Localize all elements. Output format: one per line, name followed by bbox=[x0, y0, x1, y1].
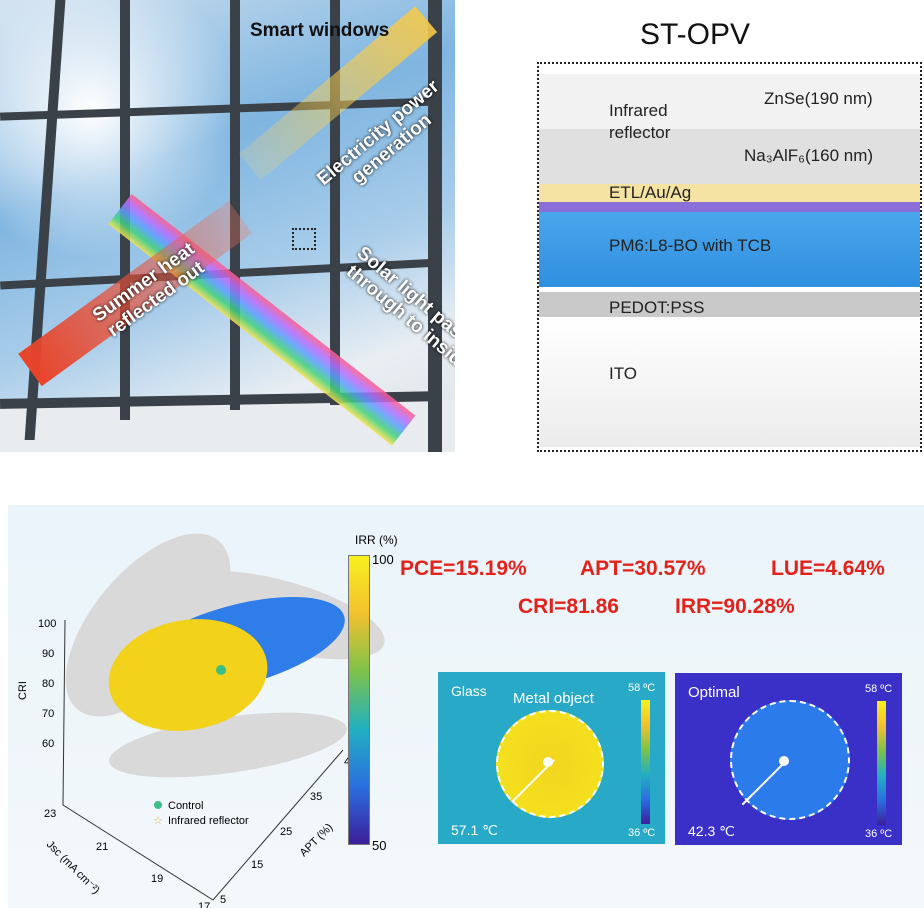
z-axis-label: CRI bbox=[17, 681, 29, 700]
pareto-3d-plot: 100 90 80 70 60 CRI 23 21 19 17 Jsc (mA … bbox=[17, 533, 385, 908]
control-marker bbox=[216, 665, 226, 675]
x-tick: 17 bbox=[198, 901, 210, 908]
thermal-title: Glass bbox=[451, 683, 487, 699]
thermal-image-optimal: Optimal 42.3 ℃ 58 ºC 36 ºC bbox=[675, 673, 902, 845]
x-tick: 19 bbox=[151, 873, 163, 885]
temperature-colorbar bbox=[877, 701, 886, 825]
scale-max: 58 ºC bbox=[628, 682, 656, 694]
layer-label: PEDOT:PSS bbox=[609, 298, 705, 317]
smart-window-photo: Smart windows Electricity power generati… bbox=[0, 0, 455, 452]
y-tick: 15 bbox=[251, 859, 263, 871]
legend-star-icon: ☆ bbox=[153, 815, 163, 827]
layer-label: ZnSe(190 nm) bbox=[764, 89, 873, 108]
stack-title: ST-OPV bbox=[640, 18, 751, 51]
plot-axes bbox=[62, 619, 344, 901]
layer-label: ETL/Au/Ag bbox=[609, 183, 692, 202]
layer-na3alf6 bbox=[539, 129, 920, 184]
legend-infrared: Infrared reflector bbox=[168, 815, 249, 827]
z-tick: 90 bbox=[42, 648, 54, 660]
z-tick: 70 bbox=[42, 708, 54, 720]
z-tick: 100 bbox=[38, 618, 56, 630]
metal-object bbox=[730, 700, 850, 820]
y-tick: 25 bbox=[280, 826, 292, 838]
scale-max: 58 ºC bbox=[865, 683, 893, 695]
layer-label: PM6:L8-BO with TCB bbox=[609, 236, 772, 255]
metric-cri: CRI=81.86 bbox=[518, 595, 619, 618]
irr-colorbar bbox=[348, 555, 370, 845]
legend-control-icon bbox=[154, 801, 162, 809]
y-tick: 35 bbox=[310, 791, 322, 803]
metric-pce: PCE=15.19% bbox=[400, 557, 527, 580]
layer-interface bbox=[539, 202, 920, 212]
metric-lue: LUE=4.64% bbox=[771, 557, 885, 580]
layer-active bbox=[539, 212, 920, 287]
temperature-readout: 57.1 ℃ bbox=[451, 822, 498, 838]
legend-control: Control bbox=[168, 800, 203, 812]
metric-apt: APT=30.57% bbox=[580, 557, 706, 580]
colorbar-label: IRR (%) bbox=[355, 533, 398, 547]
colorbar-min: 50 bbox=[372, 838, 387, 853]
results-panel: 100 90 80 70 60 CRI 23 21 19 17 Jsc (mA … bbox=[8, 505, 924, 908]
y-axis-label: APT (%) bbox=[298, 821, 336, 859]
thermal-image-glass: Glass Metal object 57.1 ℃ 58 ºC 36 ºC bbox=[438, 672, 665, 844]
zoom-box bbox=[292, 228, 316, 250]
window-frame bbox=[428, 0, 442, 452]
group-label: Infrared reflector bbox=[609, 101, 671, 142]
thermal-title: Optimal bbox=[688, 684, 740, 701]
layer-label: Na₃AlF₆(160 nm) bbox=[744, 146, 874, 165]
photo-title: Smart windows bbox=[250, 20, 390, 41]
scale-min: 36 ºC bbox=[628, 827, 656, 839]
temperature-readout: 42.3 ℃ bbox=[688, 823, 735, 839]
layer-pedot bbox=[539, 292, 920, 317]
layer-ito bbox=[539, 317, 920, 447]
window-frame bbox=[330, 0, 340, 405]
x-axis-label: Jsc (mA cm⁻²) bbox=[44, 839, 102, 897]
x-tick: 21 bbox=[96, 841, 108, 853]
colorbar-max: 100 bbox=[372, 552, 394, 567]
metric-irr: IRR=90.28% bbox=[675, 595, 795, 618]
z-tick: 60 bbox=[42, 738, 54, 750]
z-tick: 80 bbox=[42, 678, 54, 690]
device-stack: Infrared reflector ZnSe(190 nm) Na₃AlF₆(… bbox=[537, 62, 922, 452]
layer-label: ITO bbox=[609, 364, 638, 383]
y-tick: 5 bbox=[220, 894, 226, 906]
x-tick: 23 bbox=[44, 808, 56, 820]
probe-point bbox=[543, 757, 553, 767]
data-cloud-yellow bbox=[108, 619, 268, 731]
object-label: Metal object bbox=[513, 690, 594, 707]
layer-etl bbox=[539, 184, 920, 202]
temperature-colorbar bbox=[641, 700, 650, 824]
window-frame bbox=[230, 0, 240, 410]
scale-min: 36 ºC bbox=[865, 828, 893, 840]
layer-znse bbox=[539, 74, 920, 129]
